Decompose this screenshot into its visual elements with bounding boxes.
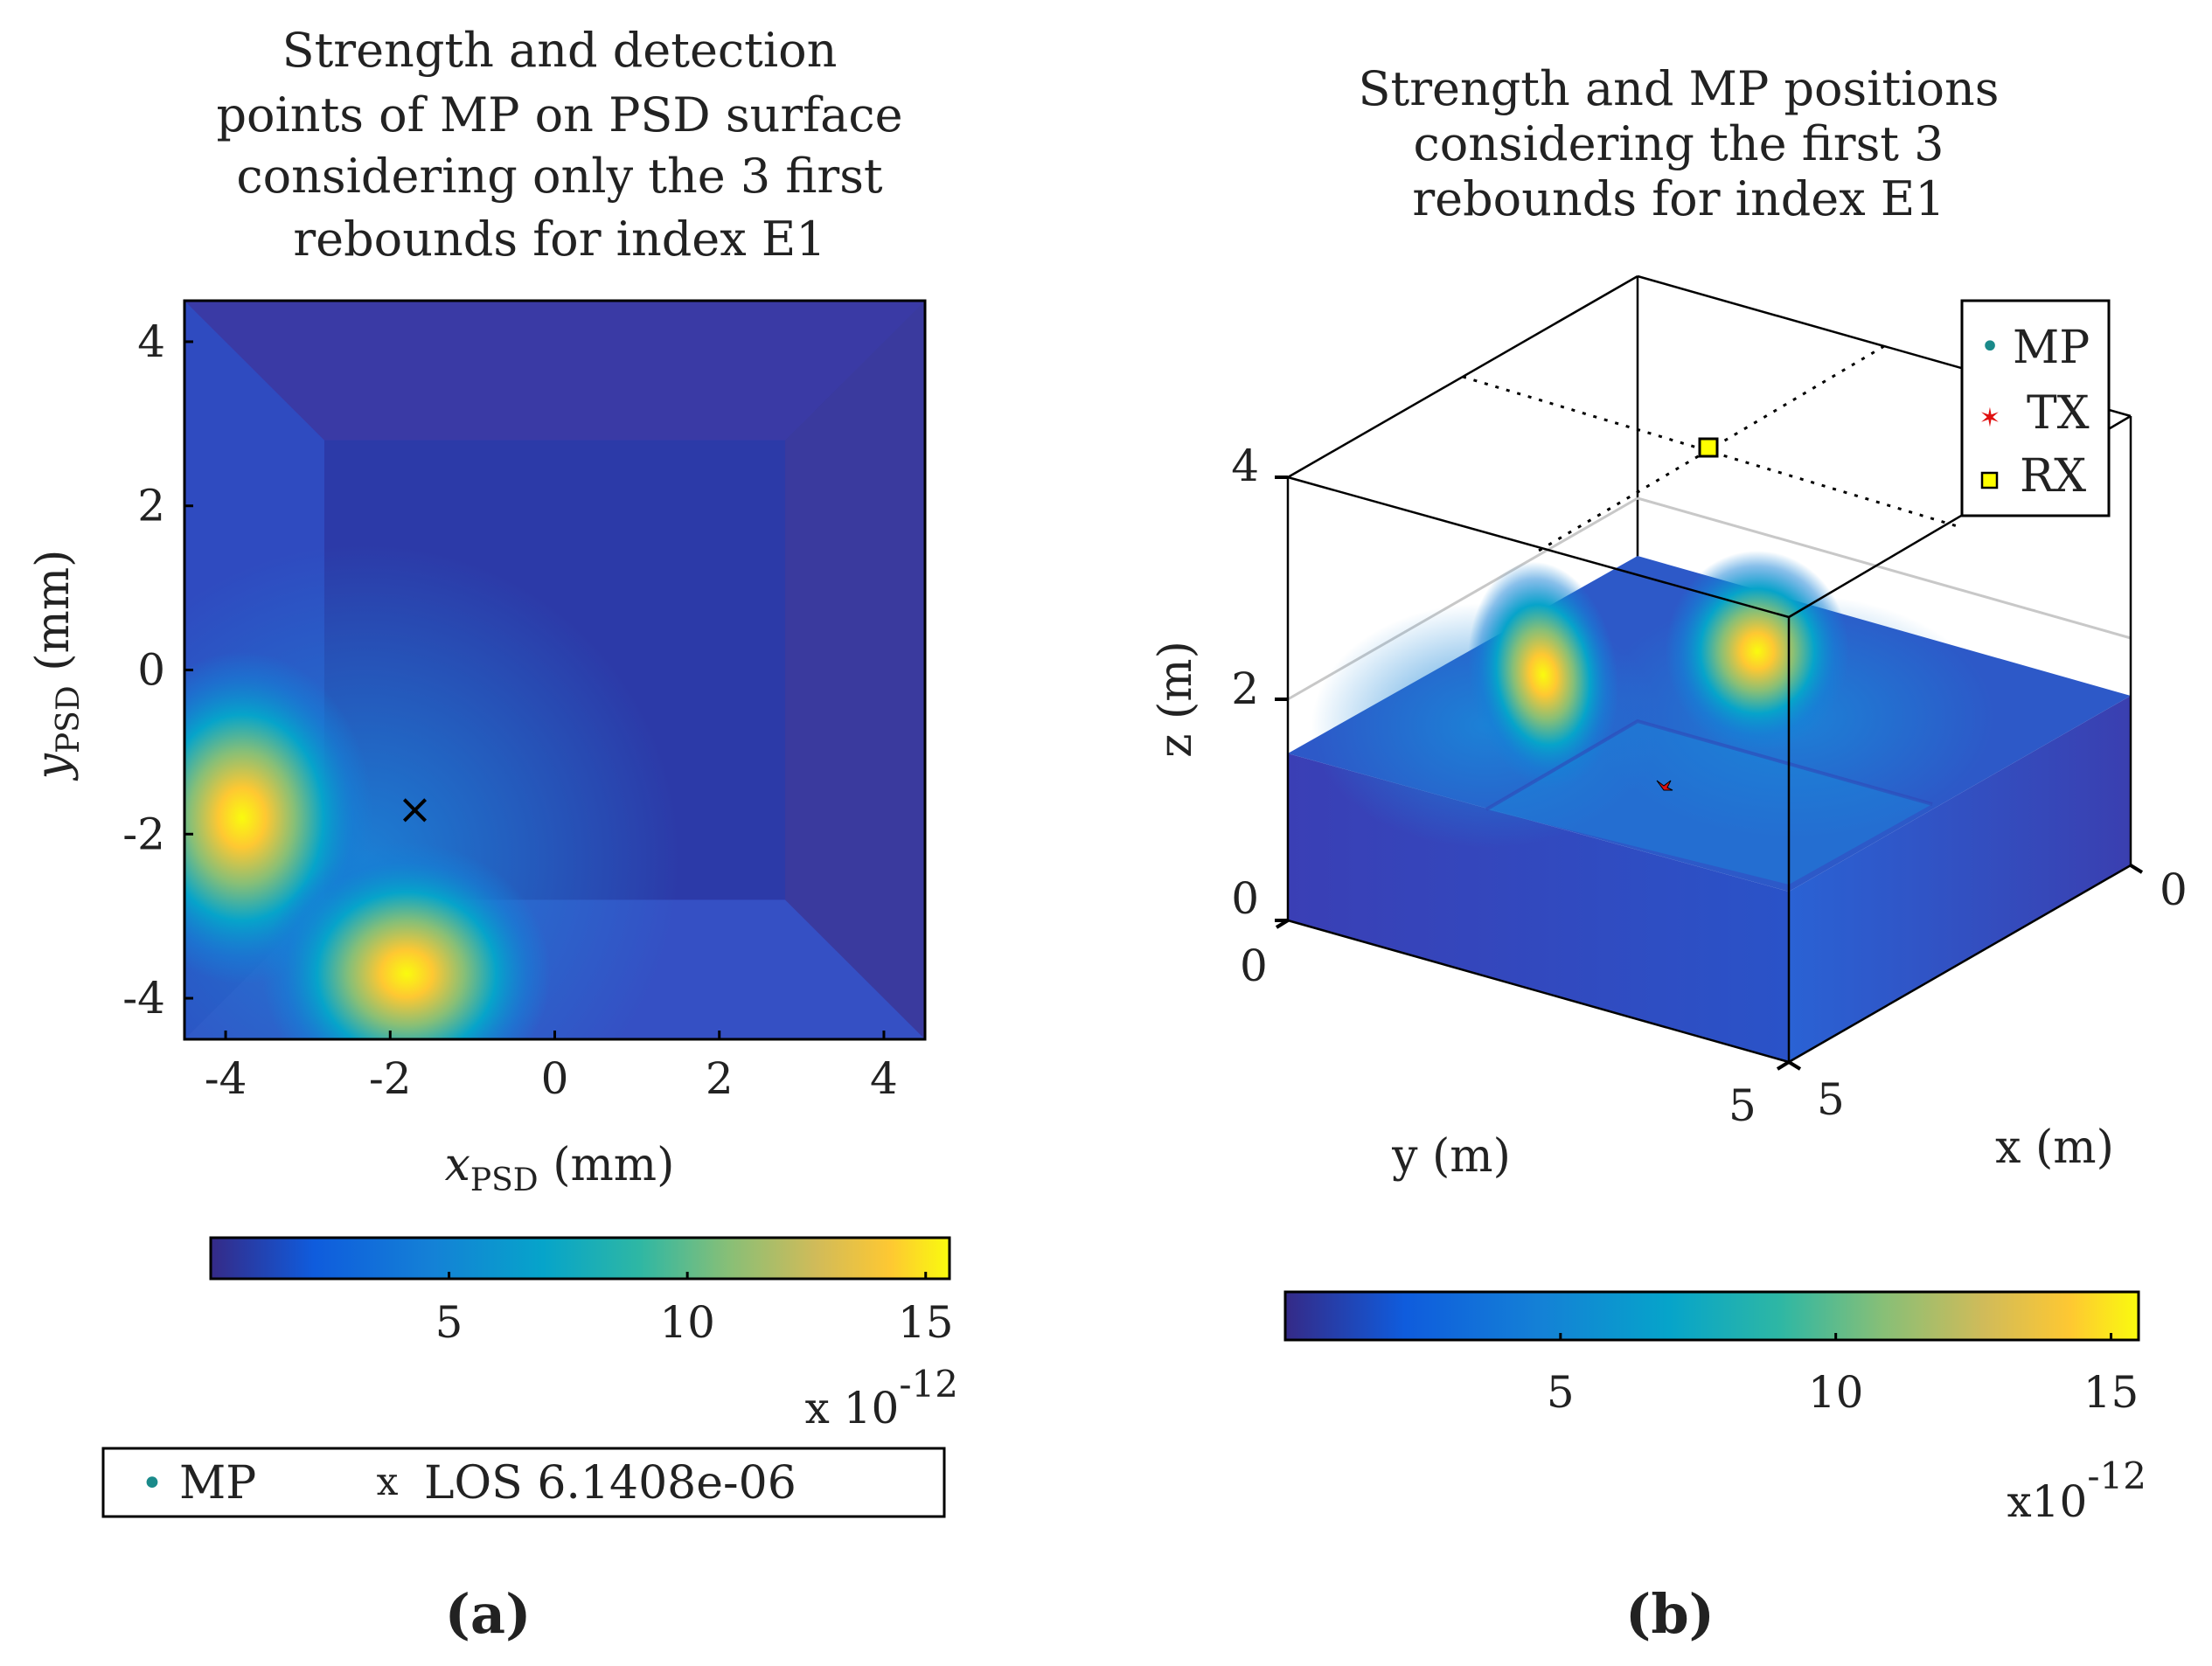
heatmap-right-wall [785, 301, 925, 1039]
legend-a-los-label: LOS 6.1408e-06 [424, 1457, 796, 1510]
legend-b-rx-label: RX [2020, 450, 2086, 503]
legend-b-rx-swatch [1980, 471, 1999, 489]
panel-a-heatmap [184, 301, 925, 1039]
z-tick-label-4: 4 [1231, 441, 1259, 491]
colorbar-b-exponent-power: -12 [2087, 1454, 2146, 1497]
y-tick-label-3: 2 [137, 481, 165, 531]
y-label-sub: PSD [51, 685, 87, 753]
colorbar-a [209, 1236, 951, 1281]
x-tick-label-0: 0 [2160, 864, 2188, 915]
panel-b: Strength and MP positions considering th… [1150, 61, 2188, 1646]
x-label-sub: PSD [470, 1163, 539, 1198]
cb-a-ticks-tick-label-0: 5 [435, 1297, 463, 1348]
panel-b-title-line-3: rebounds for index E1 [1412, 171, 1944, 226]
cb-b-ticks-tick-label-1: 10 [1808, 1367, 1864, 1418]
z-ticks [1275, 476, 1288, 922]
panel-a-title-line-1: Strength and detection [282, 23, 838, 78]
surface-fold-line [1485, 718, 1933, 811]
box-front-edges [1286, 414, 2132, 1064]
x-tick-label-4: 4 [870, 1053, 898, 1104]
legend-a-los-marker: x [377, 1460, 399, 1504]
x-label-main: x [445, 1139, 470, 1191]
x-tick-label-1: -2 [369, 1053, 412, 1104]
surface-hotspot-right [1666, 551, 1849, 752]
panel-a-x-ticks: -4 -2 0 2 4 [205, 1031, 898, 1104]
heatmap-hotspot-bottom [262, 842, 552, 1039]
legend-b-tx-label: TX [2027, 387, 2090, 440]
colorbar-b [1283, 1290, 2140, 1342]
legend-a-box [101, 1447, 946, 1518]
x-tick-label-5: 5 [1817, 1074, 1845, 1125]
cb-a-ticks-tick-label-1: 10 [659, 1297, 715, 1348]
y-axis-label: y (m) [1391, 1130, 1511, 1183]
x-label-unit: (mm) [539, 1139, 675, 1191]
colorbar-a-exponent: x 10-12 [805, 1363, 958, 1433]
panel-a-x-axis-label: xPSD (mm) [445, 1139, 675, 1198]
y-tick-label-4: 4 [137, 316, 165, 367]
legend-b-mp-marker: • [1979, 327, 2000, 367]
colorbar-a-exponent-base: x 10 [805, 1383, 900, 1433]
colorbar-b-exponent-base: x10 [2007, 1476, 2088, 1527]
panel-a-title-line-2: points of MP on PSD surface [216, 87, 902, 142]
tx-marker [1656, 780, 1673, 791]
colorbar-a-exponent-power: -12 [899, 1363, 958, 1406]
y-tick-label-0: -4 [122, 973, 165, 1024]
surface-hotspot-left [1467, 561, 1619, 788]
legend-a-mp-marker: • [141, 1461, 163, 1506]
colorbar-b-ticks: 5 10 15 [1547, 1333, 2139, 1418]
heatmap-top-wall [184, 301, 925, 441]
surface-right-wall [1789, 696, 2131, 1062]
y-tick-label-5: 5 [1729, 1080, 1756, 1131]
x-axis-label: x (m) [1995, 1121, 2114, 1174]
rx-guide-lines [1462, 344, 1961, 552]
y-ticks [1275, 919, 1791, 1071]
x-tick-label-3: 2 [706, 1053, 734, 1104]
panel-a-title-line-3: considering only the 3 first [236, 149, 883, 204]
colorbar-a-ticks: 5 10 15 [435, 1272, 954, 1348]
legend-b-tx-marker: ✶ [1979, 403, 2000, 434]
y-label-unit: (mm) [27, 550, 80, 686]
y-label-main: y [27, 753, 80, 781]
z-tick-label-2: 2 [1231, 663, 1259, 714]
x-tick-label-2: 0 [541, 1053, 569, 1104]
y-tick-label-0: 0 [1240, 941, 1268, 991]
panel-b-title-line-1: Strength and MP positions [1359, 61, 2000, 116]
panel-a-y-axis-label: yPSD (mm) [27, 550, 87, 781]
legend-b-mp-label: MP [2013, 322, 2090, 374]
panel-a-label: (a) [445, 1582, 532, 1646]
panel-b-title-line-2: considering the first 3 [1414, 116, 1944, 171]
colorbar-b-exponent: x10-12 [2007, 1454, 2146, 1527]
y-tick-label-1: -2 [122, 809, 165, 859]
surface-3d [1288, 551, 2131, 1062]
cb-b-ticks-tick-label-2: 15 [2083, 1367, 2139, 1418]
legend-a-mp-label: MP [179, 1457, 256, 1510]
rx-marker [1698, 437, 1719, 458]
los-marker: × [397, 785, 432, 834]
panel-a: Strength and detection points of MP on P… [27, 23, 958, 1646]
y-tick-label-2: 0 [137, 645, 165, 696]
x-tick-label-0: -4 [205, 1053, 247, 1104]
panel-b-label: (b) [1625, 1582, 1715, 1646]
z-tick-label-0: 0 [1231, 873, 1259, 924]
cb-a-ticks-tick-label-2: 15 [898, 1297, 954, 1348]
x-ticks [1787, 864, 2144, 1071]
z-axis-label: z (m) [1150, 641, 1202, 758]
panel-a-title-line-4: rebounds for index E1 [293, 212, 825, 267]
panel-a-y-ticks: -4 -2 0 2 4 [122, 316, 193, 1024]
cb-b-ticks-tick-label-0: 5 [1547, 1367, 1575, 1418]
